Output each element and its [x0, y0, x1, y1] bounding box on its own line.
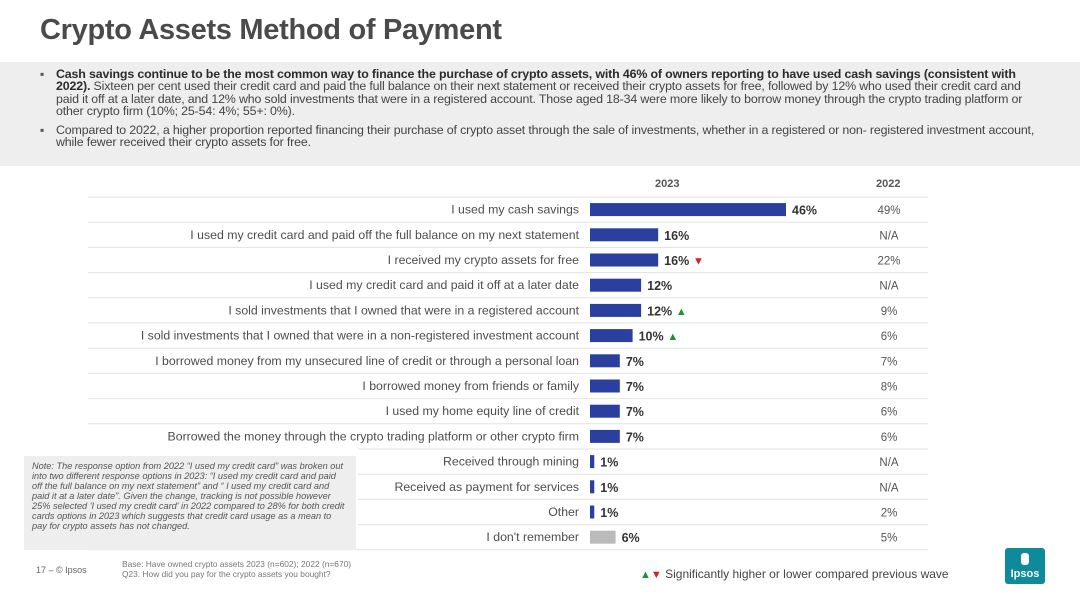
value-label-2023: 7% [626, 380, 644, 394]
summary-bullet-1-rest: Sixteen per cent used their credit card … [56, 79, 1023, 119]
ipsos-logo: Ipsos [1005, 548, 1045, 584]
significance-down-icon: ▼ [693, 256, 704, 268]
bar-2023 [590, 278, 642, 292]
category-label: Other [548, 505, 579, 519]
category-label: I used my home equity line of credit [386, 404, 580, 418]
base-note: Base: Have owned crypto assets 2023 (n=6… [122, 559, 351, 579]
summary-box: Cash savings continue to be the most com… [0, 62, 1080, 166]
base-line-2: Q23. How did you pay for the crypto asse… [122, 569, 331, 579]
summary-bullet-2: Compared to 2022, a higher proportion re… [40, 123, 1040, 149]
legend-text: Significantly higher or lower compared p… [665, 567, 949, 581]
value-label-2023: 7% [626, 405, 644, 419]
value-label-2022: N/A [879, 482, 899, 494]
value-label-2023: 1% [600, 506, 618, 520]
category-label: Borrowed the money through the crypto tr… [168, 429, 579, 443]
value-label-2022: 7% [881, 356, 898, 368]
value-label-2022: 6% [881, 331, 898, 343]
value-label-2022: 9% [881, 306, 898, 318]
category-label: Received as payment for services [394, 480, 579, 494]
value-label-2022: 6% [881, 407, 898, 419]
value-label-2023: 7% [626, 430, 644, 444]
page-number: 17 – © Ipsos [36, 565, 87, 575]
category-label: I sold investments that I owned that wer… [228, 303, 579, 317]
value-label-2023: 1% [600, 481, 618, 495]
triangle-down-icon: ▼ [650, 569, 662, 581]
value-label-2023: 10% [639, 330, 664, 344]
value-label-2023: 7% [626, 355, 644, 369]
category-label: I borrowed money from friends or family [362, 379, 579, 393]
logo-figure-icon [1021, 553, 1029, 565]
significance-up-icon: ▲ [676, 306, 687, 318]
value-label-2022: N/A [879, 281, 899, 293]
column-header-2023: 2023 [655, 178, 680, 190]
value-label-2022: N/A [879, 457, 899, 469]
value-label-2022: 49% [877, 205, 900, 217]
value-label-2022: N/A [879, 230, 899, 242]
category-label: I sold investments that I owned that wer… [141, 329, 580, 343]
category-label: I received my crypto assets for free [388, 253, 580, 267]
category-label: I borrowed money from my unsecured line … [155, 354, 579, 368]
bar-2023 [590, 329, 633, 343]
bar-2023 [590, 429, 620, 443]
value-label-2023: 6% [622, 531, 640, 545]
bar-2023 [590, 203, 786, 217]
value-label-2022: 5% [881, 533, 898, 545]
base-line-1: Base: Have owned crypto assets 2023 (n=6… [122, 559, 352, 569]
bar-2023 [590, 480, 595, 494]
value-label-2023: 16% [664, 229, 689, 243]
column-header-2022: 2022 [876, 178, 901, 190]
value-label-2022: 2% [881, 508, 898, 520]
value-label-2023: 46% [792, 204, 817, 218]
value-label-2022: 6% [881, 432, 898, 444]
bar-2023 [590, 303, 642, 317]
page-title: Crypto Assets Method of Payment [40, 14, 502, 46]
bar-2023 [590, 404, 620, 418]
value-label-2023: 12% [647, 279, 672, 293]
bar-2023 [590, 228, 659, 242]
value-label-2023: 1% [600, 456, 618, 470]
category-label: I used my credit card and paid off the f… [190, 228, 579, 242]
value-label-2023: 16% [664, 254, 689, 268]
triangle-up-icon: ▲ [640, 569, 651, 581]
category-label: I used my credit card and paid it off at… [309, 278, 579, 292]
category-label: Received through mining [443, 455, 579, 469]
bar-2023 [590, 505, 595, 519]
value-label-2022: 22% [877, 256, 900, 268]
summary-bullet-1-bold: Cash savings continue to be the most com… [56, 67, 1016, 94]
methodology-note: Note: The response option from 2022 “I u… [24, 456, 356, 550]
bar-2023 [590, 253, 659, 267]
significance-up-icon: ▲ [667, 331, 678, 343]
summary-bullet-1: Cash savings continue to be the most com… [40, 68, 1040, 118]
category-label: I don't remember [486, 530, 579, 544]
bar-2023 [590, 530, 616, 544]
logo-text: Ipsos [1010, 568, 1040, 580]
value-label-2023: 12% [647, 304, 672, 318]
significance-legend: ▲▼ Significantly higher or lower compare… [640, 567, 949, 581]
bar-2023 [590, 354, 620, 368]
bar-2023 [590, 455, 595, 469]
bar-2023 [590, 379, 620, 393]
value-label-2022: 8% [881, 382, 898, 394]
category-label: I used my cash savings [451, 203, 579, 217]
